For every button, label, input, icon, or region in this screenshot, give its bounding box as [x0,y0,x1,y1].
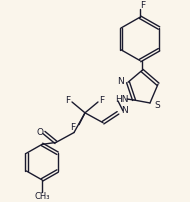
Text: N: N [121,106,128,115]
Text: F: F [70,123,76,132]
Text: O: O [36,128,44,137]
Text: HN: HN [115,95,129,104]
Text: F: F [99,97,105,105]
Text: CH₃: CH₃ [34,192,50,201]
Text: S: S [154,101,160,110]
Text: N: N [117,77,124,86]
Text: F: F [65,97,70,105]
Text: F: F [140,1,146,10]
